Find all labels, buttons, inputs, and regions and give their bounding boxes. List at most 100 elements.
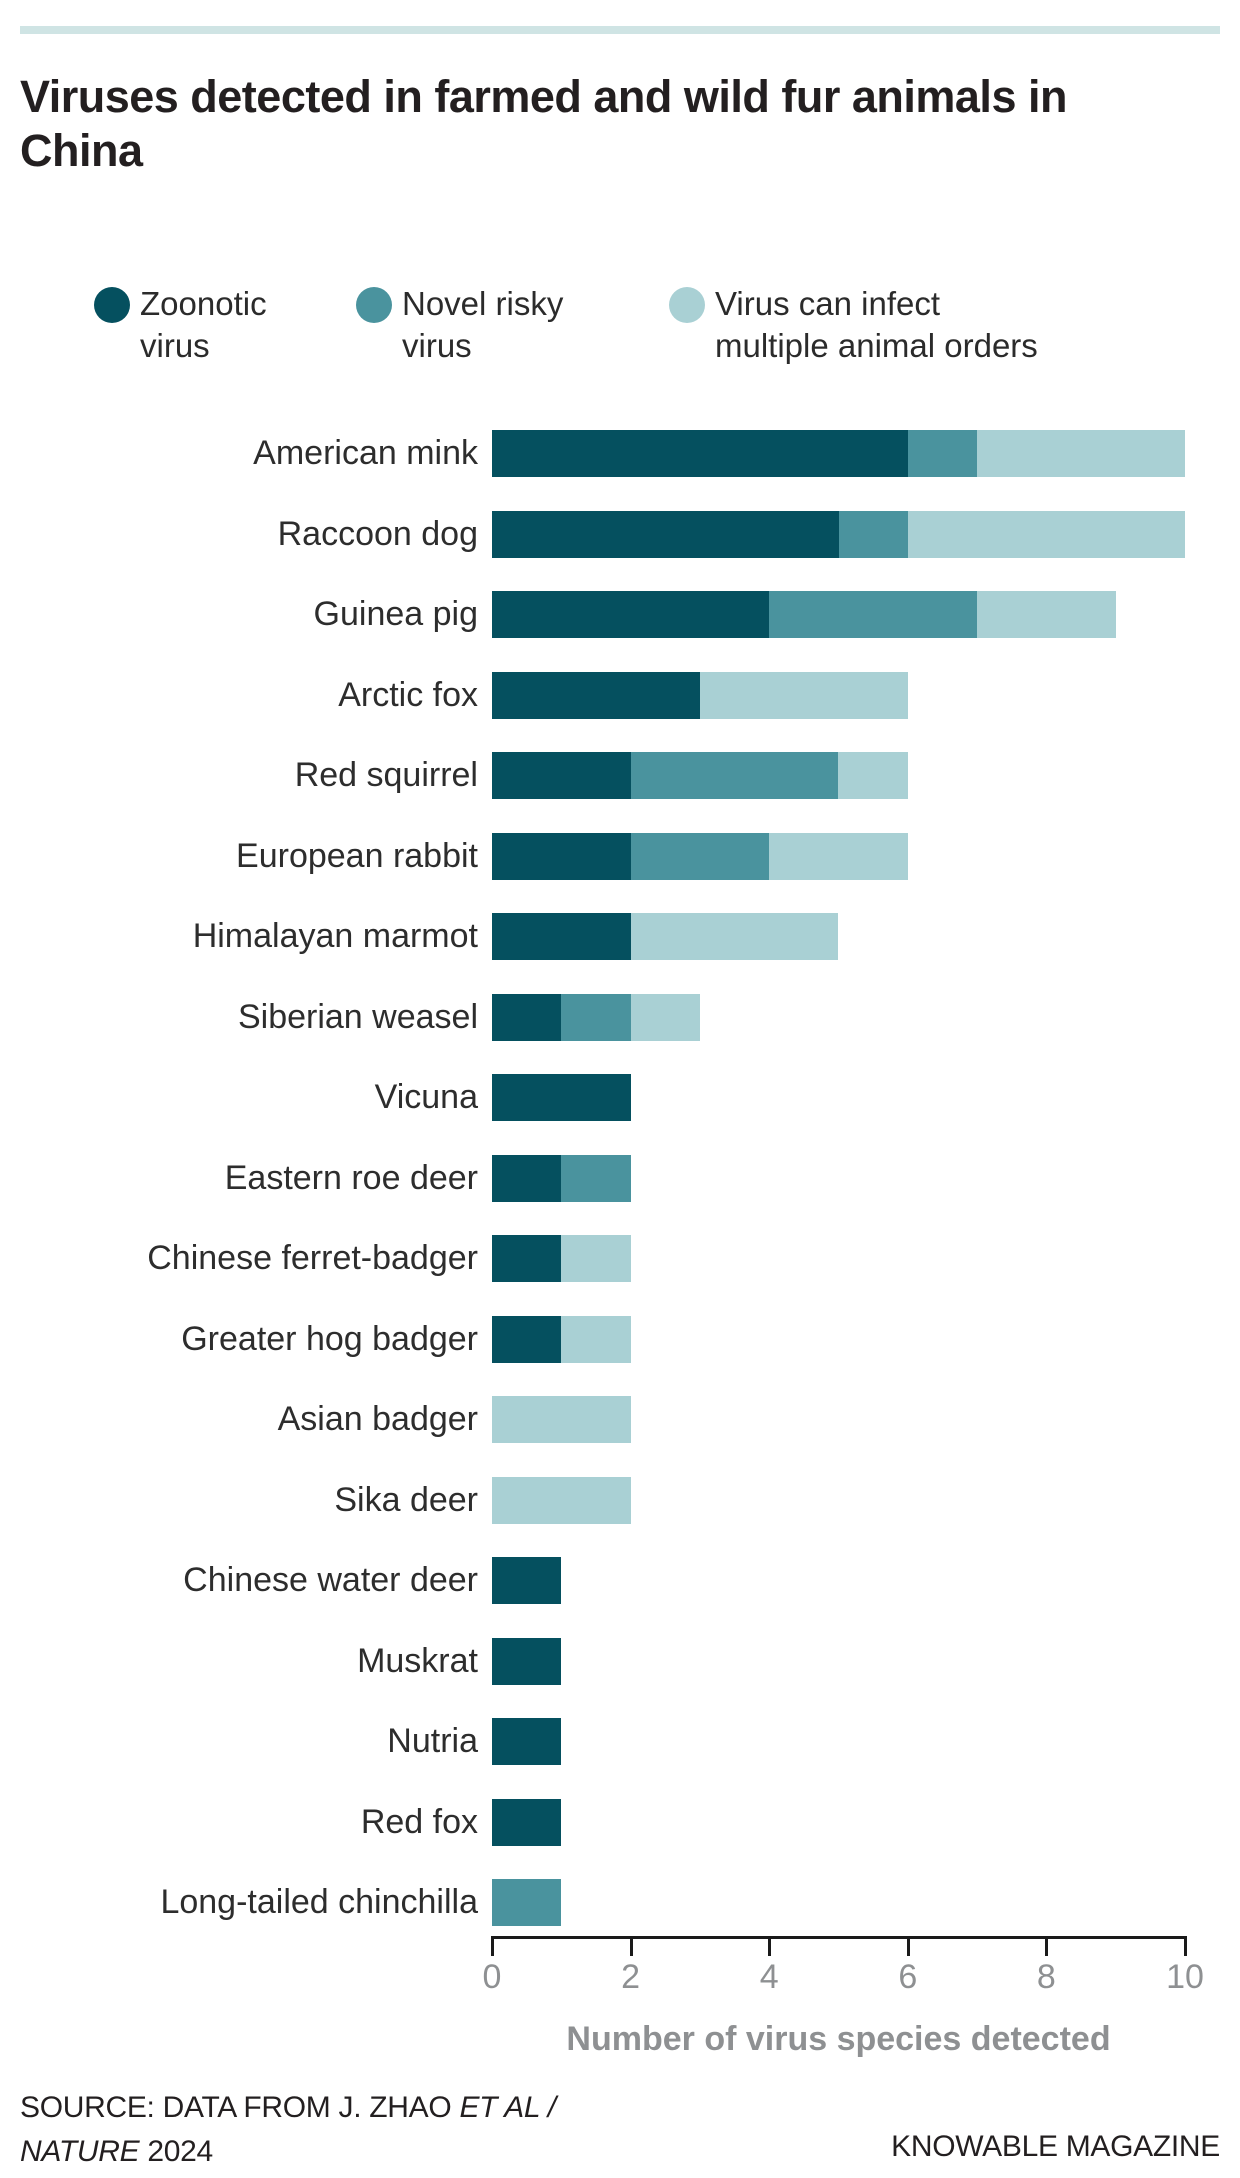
category-label: Greater hog badger [181, 1319, 478, 1358]
category-label: American mink [253, 434, 478, 472]
axis-tick-label: 6 [898, 1958, 918, 1996]
bar-segment [769, 832, 908, 880]
bar-segment [977, 591, 1116, 638]
bar-segment [699, 671, 908, 719]
stacked-bar [492, 1235, 631, 1282]
stacked-bar [492, 1637, 562, 1685]
bar-segment [492, 1879, 562, 1926]
axis-tick-label: 10 [1166, 1958, 1204, 1996]
bar-row: Siberian weasel [0, 993, 1240, 1041]
legend-item: Zoonotic virus [94, 283, 356, 367]
stacked-bar [492, 832, 908, 880]
bar-segment [907, 510, 1185, 558]
bar-row: Muskrat [0, 1637, 1240, 1685]
legend: Zoonotic virus Novel risky virus Virus can… [94, 283, 1089, 367]
category-label: Long-tailed chinchilla [160, 1883, 478, 1921]
stacked-bar [492, 1074, 631, 1121]
legend-item: Novel risky virus [356, 283, 669, 367]
bar-segment [769, 591, 978, 638]
publisher-credit: KNOWABLE MAGAZINE [891, 2130, 1220, 2163]
category-label: Eastern roe deer [224, 1158, 478, 1197]
category-label: Siberian weasel [237, 997, 478, 1036]
bar-row: Red squirrel [0, 752, 1240, 799]
bar-row: Chinese ferret-badger [0, 1235, 1240, 1282]
bar-row: European rabbit [0, 832, 1240, 880]
stacked-bar [492, 510, 1185, 558]
bar-segment [492, 1315, 562, 1363]
source-credit-line: SOURCE: DATA FROM J. ZHAO ET AL / [20, 2086, 556, 2130]
axis-tick [491, 1936, 494, 1956]
axis-tick [629, 1936, 633, 1956]
bar-row: Eastern roe deer [0, 1154, 1240, 1202]
bar-row: Greater hog badger [0, 1315, 1240, 1363]
bar-row: Sika deer [0, 1476, 1240, 1524]
category-label: Guinea pig [313, 595, 478, 633]
stacked-bar [492, 993, 700, 1041]
bar-row: Red fox [0, 1798, 1240, 1846]
stacked-bar [492, 1879, 562, 1926]
bar-segment [907, 430, 978, 477]
bar-row: Raccoon dog [0, 510, 1240, 558]
axis-line [492, 1936, 1187, 1939]
axis-tick-label: 0 [482, 1958, 502, 1996]
bar-segment [492, 993, 562, 1041]
axis-tick [1184, 1936, 1187, 1956]
stacked-bar [492, 430, 1185, 477]
category-label: Himalayan marmot [192, 917, 478, 955]
bar-segment [492, 1718, 562, 1765]
bar-chart: American mink Raccoon dog Guinea pig Arctic… [0, 430, 1240, 1930]
source-credit-italic-text: NATURE [20, 2135, 140, 2168]
stacked-bar [492, 913, 839, 960]
bar-row: Long-tailed chinchilla [0, 1879, 1240, 1926]
bar-segment [492, 1476, 631, 1524]
category-label: European rabbit [236, 836, 478, 875]
category-label: Raccoon dog [277, 514, 478, 553]
source-credit-italic-text: ET AL / [459, 2091, 556, 2124]
stacked-bar [492, 752, 908, 799]
stacked-bar [492, 1557, 562, 1604]
source-credit-line: NATURE 2024 [20, 2130, 556, 2174]
stacked-bar [492, 1718, 562, 1765]
bar-segment [630, 832, 770, 880]
bar-row: Nutria [0, 1718, 1240, 1765]
bar-segment [561, 993, 631, 1041]
bar-segment [977, 430, 1185, 477]
bar-row: Asian badger [0, 1396, 1240, 1443]
bar-segment [492, 1557, 562, 1604]
stacked-bar [492, 1798, 562, 1846]
source-credit-text: 2024 [139, 2135, 213, 2168]
chart-title: Viruses detected in farmed and wild fur … [20, 71, 1067, 177]
bar-segment [492, 430, 908, 477]
axis-tick [906, 1936, 910, 1956]
bar-row: Himalayan marmot [0, 913, 1240, 960]
axis-tick-label: 4 [759, 1958, 779, 1996]
axis-tick [1045, 1936, 1049, 1956]
bar-segment [492, 591, 770, 638]
legend-swatch-icon [356, 287, 392, 323]
legend-item: Virus can infect multiple animal orders [669, 283, 1089, 367]
bar-segment [492, 1637, 562, 1685]
bar-segment [492, 832, 631, 880]
legend-label: Zoonotic virus [140, 285, 267, 364]
stacked-bar [492, 1154, 631, 1202]
bar-segment [492, 1235, 562, 1282]
bar-segment [492, 913, 631, 960]
category-label: Sika deer [334, 1480, 478, 1519]
legend-label: Virus can infect multiple animal orders [715, 285, 1038, 364]
category-label: Vicuna [374, 1078, 478, 1116]
category-label: Muskrat [357, 1641, 478, 1680]
legend-swatch-icon [94, 287, 130, 323]
source-credit: SOURCE: DATA FROM J. ZHAO ET AL / NATURE … [20, 2086, 556, 2174]
bar-segment [492, 510, 839, 558]
stacked-bar [492, 671, 908, 719]
category-label: Asian badger [277, 1400, 478, 1438]
source-credit-text: SOURCE: DATA FROM J. ZHAO [20, 2091, 460, 2124]
bar-row: Chinese water deer [0, 1557, 1240, 1604]
legend-swatch-icon [669, 287, 705, 323]
bar-row: Arctic fox [0, 671, 1240, 719]
bar-segment [561, 1315, 631, 1363]
legend-label: Novel risky virus [402, 285, 564, 364]
bar-segment [492, 1154, 562, 1202]
stacked-bar [492, 1315, 631, 1363]
bar-row: Guinea pig [0, 591, 1240, 638]
